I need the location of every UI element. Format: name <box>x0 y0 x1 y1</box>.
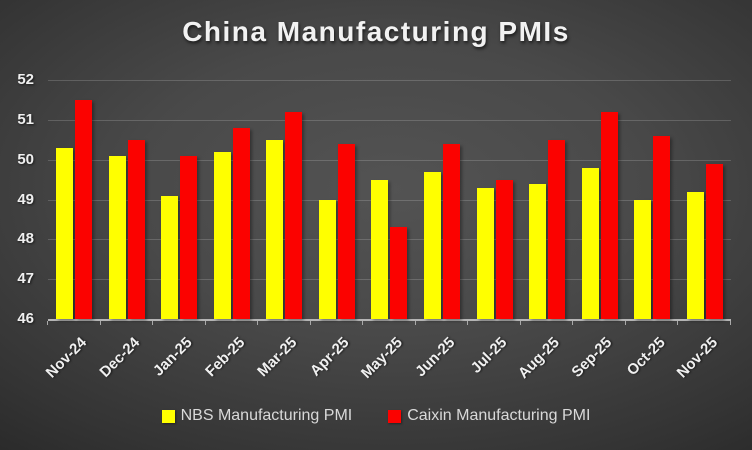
legend-swatch-icon <box>388 409 402 423</box>
legend-item: NBS Manufacturing PMI <box>161 407 353 425</box>
axis-tick <box>47 321 48 325</box>
bar <box>161 195 179 319</box>
bar-group <box>626 80 679 319</box>
legend-swatch-icon <box>161 409 175 423</box>
gridline <box>48 119 731 121</box>
x-tick-label: Nov-24 <box>42 334 91 382</box>
axis-tick <box>152 321 154 325</box>
bar <box>442 143 460 319</box>
bar <box>529 183 547 319</box>
x-tick-label: Nov-25 <box>673 334 721 382</box>
bar-group <box>363 80 416 319</box>
x-tick-label: Dec-24 <box>96 334 143 381</box>
axis-tick <box>309 321 311 325</box>
x-tick-label: Jun-25 <box>411 334 459 381</box>
bar <box>371 179 389 319</box>
bar-group <box>311 80 364 319</box>
x-tick-label: Aug-25 <box>515 334 564 382</box>
bars-layer <box>48 80 731 319</box>
axis-tick <box>99 321 101 325</box>
axis-tick <box>730 321 731 325</box>
bar <box>653 135 671 319</box>
bar-group <box>206 80 259 319</box>
y-tick-label: 46 <box>17 310 34 327</box>
bar <box>495 179 513 319</box>
legend-label: Caixin Manufacturing PMI <box>407 407 591 424</box>
gridline <box>48 239 731 241</box>
bar <box>390 227 408 319</box>
bar <box>108 155 126 319</box>
bar <box>337 143 355 319</box>
x-tick-label: Jul-25 <box>467 334 511 377</box>
bar <box>423 171 441 319</box>
axis-tick <box>519 321 521 325</box>
y-tick-label: 47 <box>17 270 34 288</box>
axis-tick <box>467 321 469 325</box>
y-tick-label: 48 <box>17 230 34 248</box>
y-axis: 46 47 48 49 50 51 52 <box>0 71 40 327</box>
axis-tick <box>624 321 626 325</box>
x-tick-label: May-25 <box>357 334 406 382</box>
bar-group <box>521 80 574 319</box>
x-tick-label: Feb-25 <box>201 334 248 381</box>
bar <box>75 99 93 319</box>
y-tick-label: 52 <box>17 71 34 88</box>
bar-group <box>678 80 731 319</box>
bar <box>548 139 566 319</box>
x-tick-label: Oct-25 <box>623 334 669 380</box>
x-tick-label: Apr-25 <box>307 334 353 380</box>
bar <box>686 191 704 319</box>
legend-label: NBS Manufacturing PMI <box>180 407 353 424</box>
bar <box>476 187 494 319</box>
legend: NBS Manufacturing PMI Caixin Manufacturin… <box>0 407 752 425</box>
bar <box>180 155 198 319</box>
x-axis-ticks <box>47 321 731 326</box>
plot-area <box>48 80 731 321</box>
axis-tick <box>677 321 679 325</box>
y-tick-label: 51 <box>17 110 34 128</box>
chart-title: China Manufacturing PMIs <box>182 16 570 47</box>
bar-group <box>573 80 626 319</box>
bar <box>56 147 74 319</box>
bar-group <box>468 80 521 319</box>
bar <box>232 127 250 319</box>
gridline <box>48 159 731 161</box>
legend-item: Caixin Manufacturing PMI <box>388 407 590 425</box>
bar-group <box>101 80 154 319</box>
axis-tick <box>572 321 574 325</box>
bar <box>705 163 723 319</box>
bar-group <box>416 80 469 319</box>
bar <box>318 199 336 319</box>
bar <box>213 151 231 319</box>
axis-tick <box>204 321 206 325</box>
gridline <box>48 80 731 81</box>
y-tick-label: 49 <box>17 190 34 208</box>
x-tick-label: Mar-25 <box>254 334 301 381</box>
bar <box>600 111 618 319</box>
axis-tick <box>257 321 259 325</box>
bar <box>581 167 599 319</box>
bar <box>285 111 303 319</box>
bar-group <box>258 80 311 319</box>
y-tick-label: 50 <box>17 150 34 168</box>
gridline <box>48 279 731 281</box>
axis-tick <box>362 321 364 325</box>
x-tick-label: Jan-25 <box>149 334 196 380</box>
bar-group <box>48 80 101 319</box>
gridline <box>48 199 731 201</box>
bar <box>634 199 652 319</box>
axis-tick <box>414 321 416 325</box>
bar-group <box>153 80 206 319</box>
x-axis: Nov-24 Dec-24 Jan-25 Feb-25 Mar-25 Apr-25 May-… <box>43 321 731 411</box>
x-tick-label: Sep-25 <box>568 334 616 381</box>
bar <box>266 139 284 319</box>
bar <box>127 139 145 319</box>
